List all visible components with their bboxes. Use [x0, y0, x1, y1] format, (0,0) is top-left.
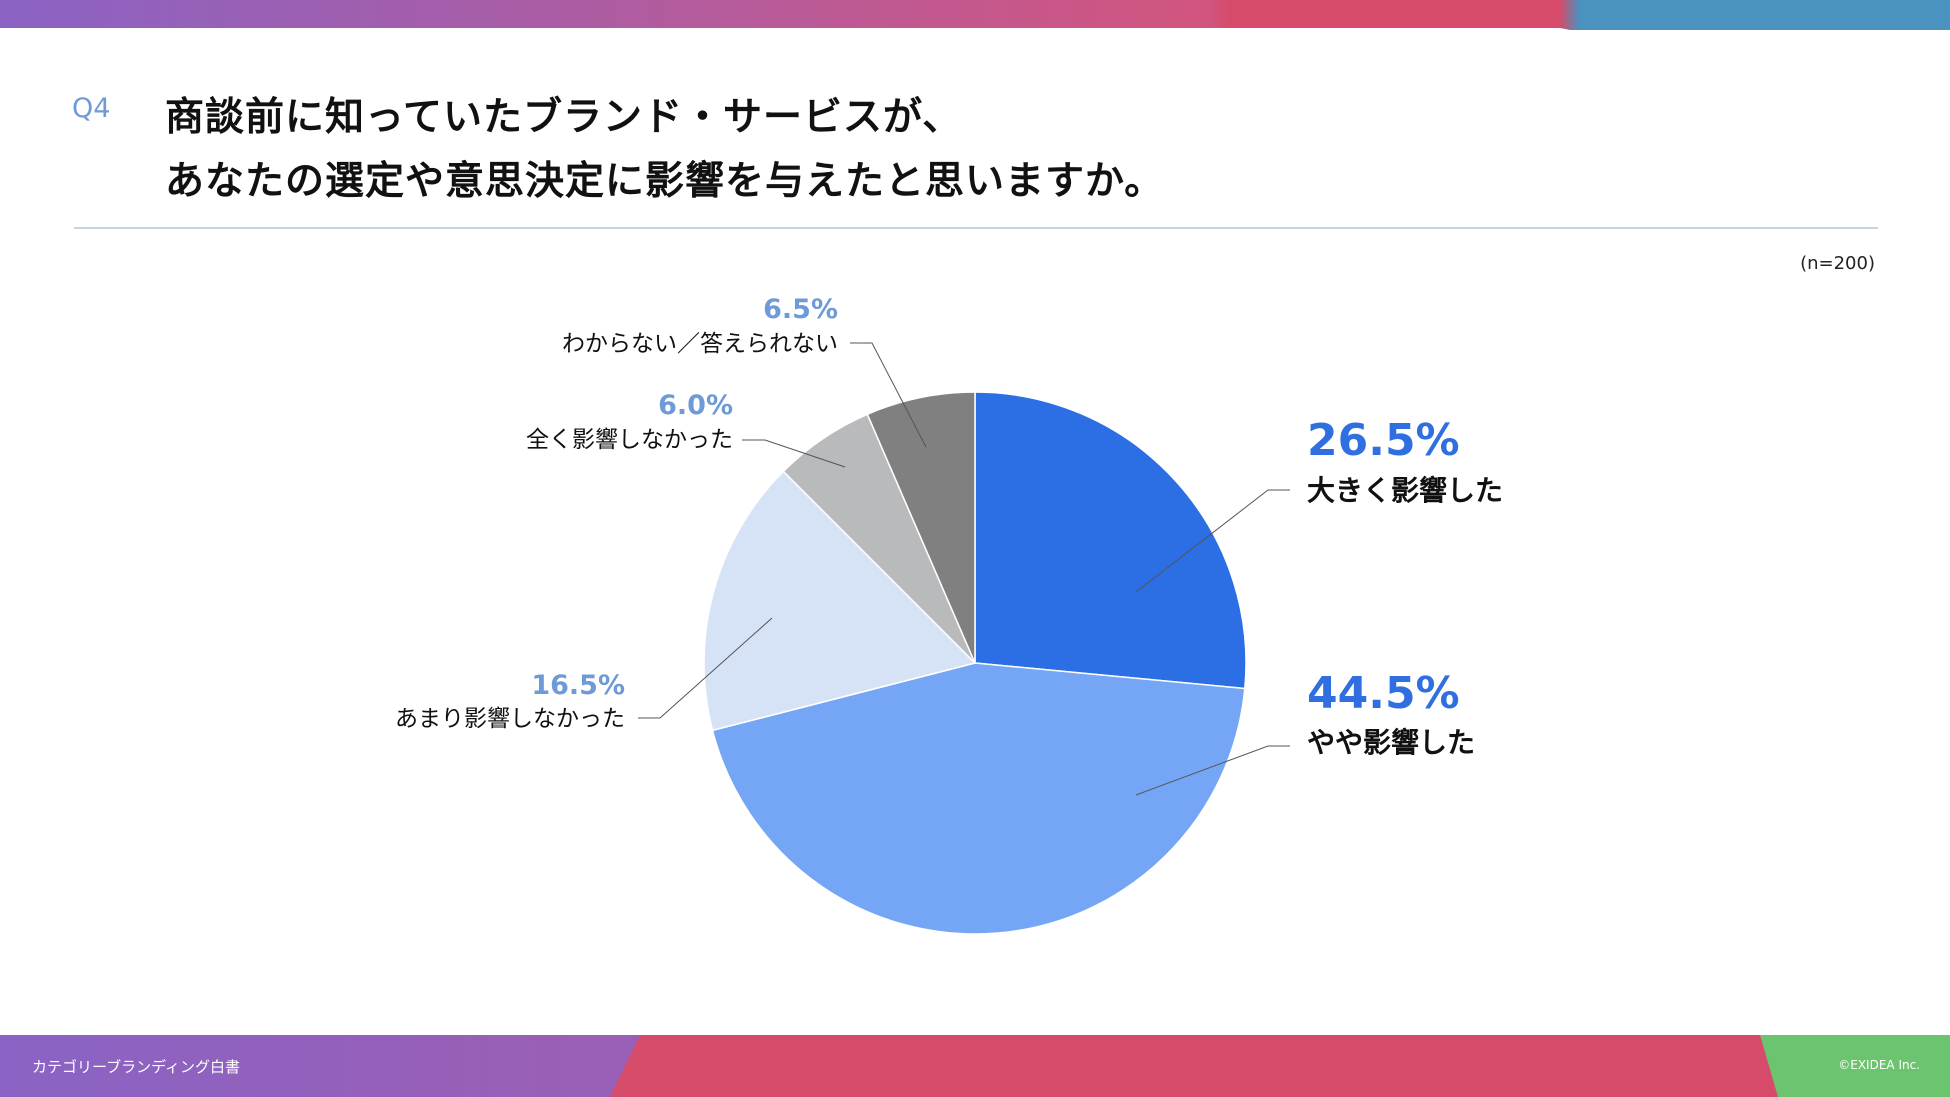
leader-line-5 [850, 342, 927, 448]
sample-size-label: (n=200) [1800, 253, 1875, 274]
slice-percent-label-1: 26.5% [1307, 415, 1460, 466]
slice-category-label-2: やや影響した [1307, 726, 1475, 759]
top-decorative-band [0, 0, 1950, 30]
slice-category-label-1: 大きく影響した [1307, 474, 1503, 507]
slice-percent-label-2: 44.5% [1307, 668, 1460, 719]
pie-slice-2 [711, 662, 1246, 935]
slice-category-label-3: あまり影響しなかった [395, 706, 625, 732]
slice-percent-label-4: 6.0% [658, 390, 733, 421]
pie-slice-3 [703, 470, 977, 732]
leader-line-1 [1135, 489, 1290, 593]
pie-chart: 26.5% 大きく影響した 44.5% やや影響した 16.5% あまり影響しなかった 6.… [395, 294, 1503, 935]
slice-category-label-4: 全く影響しなかった [526, 427, 733, 453]
leader-line-4 [742, 439, 846, 468]
pie-slice-5 [866, 391, 976, 664]
question-title: 商談前に知っていたブランド・サービスが、 あなたの選定や意思決定に影響を与えたと… [165, 86, 1164, 214]
footer-publication-title: カテゴリーブランディング白書 [32, 1058, 241, 1076]
bottom-decorative-band [0, 1035, 1950, 1097]
pie-slice-1 [974, 391, 1247, 690]
question-title-line-2: あなたの選定や意思決定に影響を与えたと思いますか。 [165, 159, 1165, 204]
question-title-line-1: 商談前に知っていたブランド・サービスが、 [165, 95, 963, 140]
slice-category-label-5: わからない／答えられない [562, 331, 838, 357]
slice-percent-label-5: 6.5% [763, 294, 838, 325]
leader-line-2 [1135, 745, 1290, 796]
title-divider [74, 227, 1878, 229]
question-number: Q4 [72, 93, 111, 124]
leader-line-3 [638, 617, 773, 719]
footer-copyright: ©EXIDEA Inc. [1838, 1058, 1920, 1072]
slice-percent-label-3: 16.5% [531, 670, 625, 701]
